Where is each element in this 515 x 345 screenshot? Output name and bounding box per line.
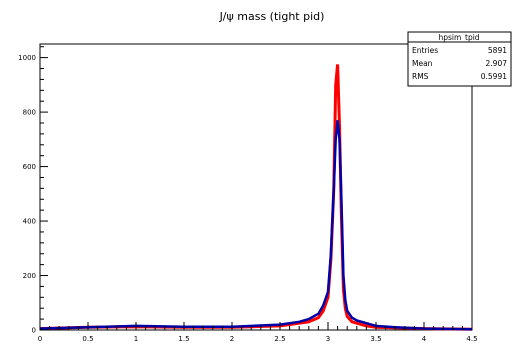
plot-frame [39,43,473,331]
y-tick-label: 1000 [18,54,36,62]
y-tick-label: 0 [32,327,36,335]
stats-rms-value: 0.5991 [481,72,507,81]
y-tick-label: 200 [23,272,36,280]
x-tick-label: 0 [38,335,42,343]
stats-entries-label: Entries [412,46,438,55]
stats-rms-label: RMS [412,72,429,81]
x-tick-label: 0.5 [82,335,93,343]
series-layer [39,64,473,331]
series-line-1 [39,120,473,331]
x-tick-label: 4 [422,335,427,343]
stats-mean-value: 2.907 [486,59,508,68]
x-tick-label: 4.5 [466,335,477,343]
plot-area: 0 0.5 1 1.5 2 2.5 3 3.5 4 4.5 0 200 400 600 800 1000 [18,43,478,343]
y-tick-label: 800 [23,109,36,117]
y-tick-label: 600 [23,163,36,171]
x-tick-label: 1.5 [178,335,189,343]
y-tick-label: 400 [23,218,36,226]
stats-box-frame [407,31,512,87]
x-tick-label: 2.5 [274,335,285,343]
stats-mean-label: Mean [412,59,433,68]
x-tick-label: 1 [134,335,138,343]
axis-layer: 0 0.5 1 1.5 2 2.5 3 3.5 4 4.5 0 200 400 600 800 1000 [18,46,478,343]
chart-title: J/ψ mass (tight pid) [219,10,325,23]
stats-box: hpsim_tpid Entries 5891 Mean 2.907 RMS 0… [407,31,512,87]
stats-box-name: hpsim_tpid [438,33,479,42]
x-tick-label: 2 [230,335,234,343]
x-tick-label: 3 [326,335,330,343]
x-tick-label: 3.5 [370,335,381,343]
stats-entries-value: 5891 [488,46,507,55]
